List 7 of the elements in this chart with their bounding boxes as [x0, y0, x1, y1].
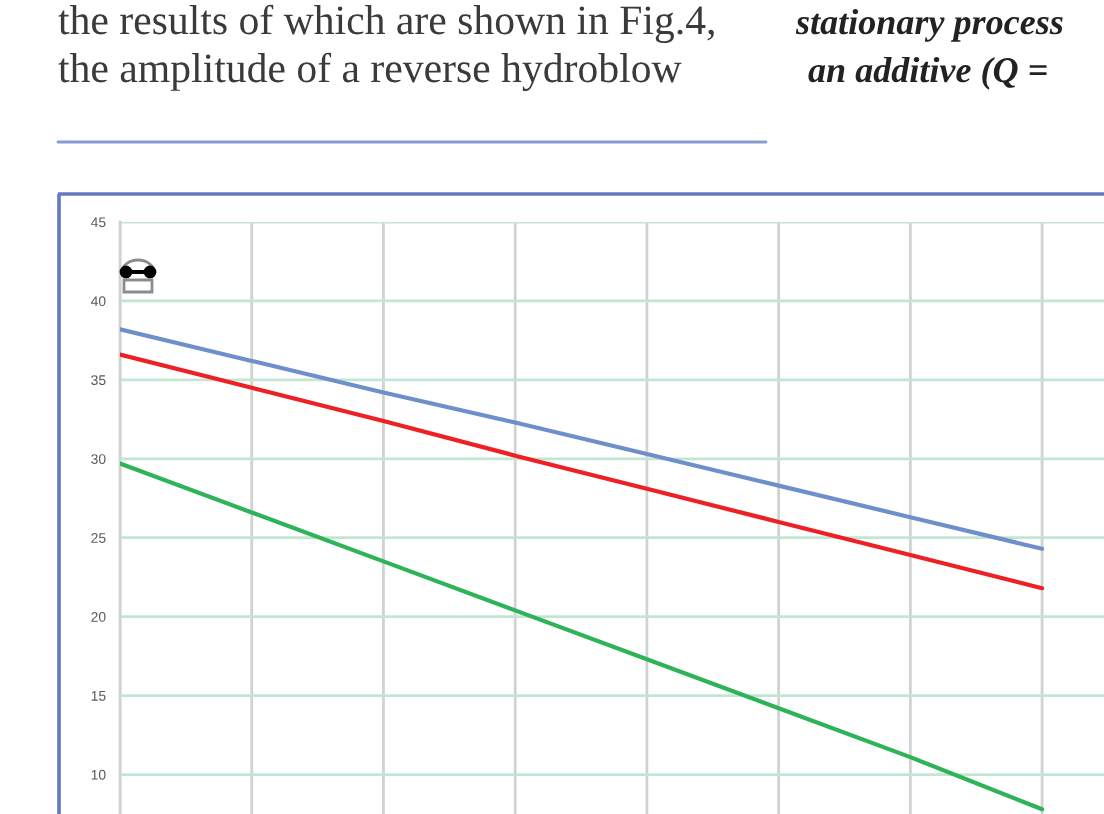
text: the amplitude of a reverse hydroblow	[58, 52, 682, 91]
line-series	[120, 461, 1045, 812]
line-series	[120, 352, 1045, 591]
text: an additive (Q =	[808, 56, 1047, 90]
text: the results of which are shown in Fig.4,	[58, 4, 714, 43]
line-series	[120, 327, 1045, 551]
text: stationary process	[795, 8, 1063, 42]
